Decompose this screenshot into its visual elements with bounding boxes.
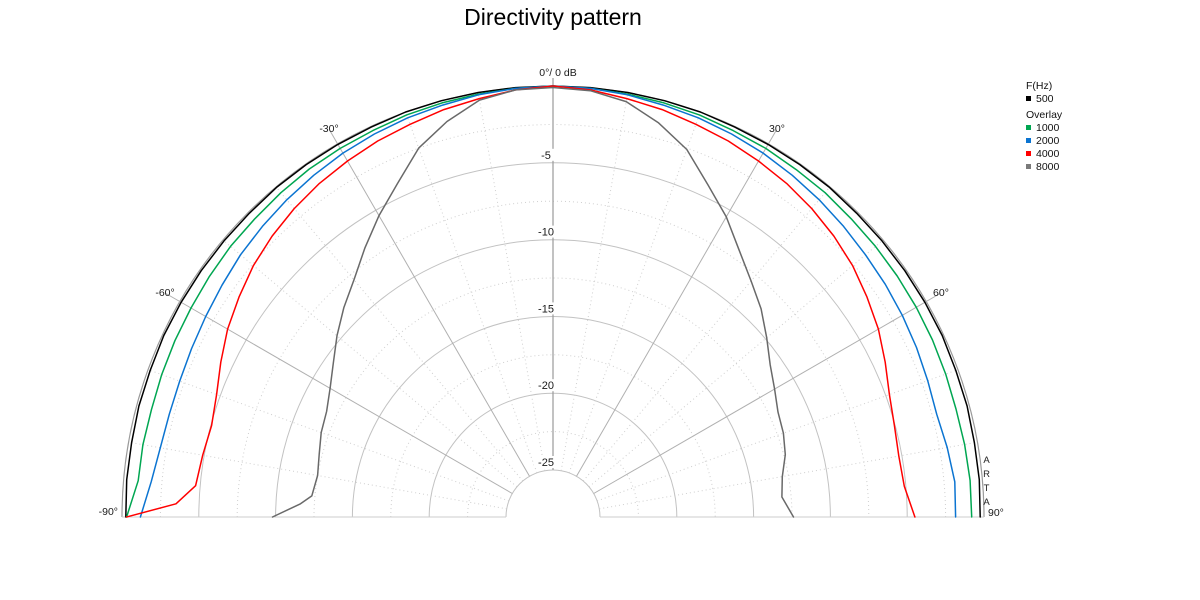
grid-radial-dotted [596,369,959,502]
grid-circle-dotted [467,431,639,518]
legend-label-4000: 4000 [1036,148,1060,160]
legend-group-title: F(Hz) [1026,80,1053,92]
db-tick-label: -25 [538,457,554,469]
grid-radial-solid [576,129,777,477]
db-label-bg [534,302,558,315]
right-corner-label: 90° [988,507,1004,519]
series-curve-4000 [125,85,916,518]
grid-radial-dotted [477,92,546,471]
grid-radial-dotted [222,239,518,488]
legend-swatch-2000-icon [1026,137,1031,143]
db-tick-label: -10 [538,227,554,239]
db-tick-label: -20 [538,380,554,392]
db-tick-label: -5 [541,150,551,162]
grid-circle-dotted [236,200,870,518]
angle-label: -60° [155,287,174,299]
angle-label: 30° [769,123,785,135]
legend-swatch-4000-icon [1026,150,1031,156]
grid-radial-dotted [599,441,978,510]
chart-title: Directivity pattern [464,4,642,30]
db-label-bg [537,148,555,161]
grid-circle-dotted [313,277,793,518]
db-tick-label: -15 [538,303,554,315]
left-corner-label: -90° [99,506,118,518]
grid-radial-solid [593,293,941,494]
legend-item-8000: 8000 [1026,161,1062,174]
legend: F(Hz) 500 Overlay 1000 2000 4000 8000 [1026,80,1062,174]
legend-item-4000: 4000 [1026,148,1062,161]
grid-radial-solid [165,293,513,494]
db-label-bg [534,379,558,392]
legend-label-8000: 8000 [1036,161,1060,173]
legend-item-2000: 2000 [1026,135,1062,148]
legend-swatch-1000-icon [1026,124,1031,130]
grid-radial-dotted [405,111,538,474]
legend-overlay-title: Overlay [1026,109,1063,121]
angle-label: 60° [933,287,949,299]
grid-radial-solid [329,129,530,477]
grid-radial-dotted [275,186,524,482]
grid-radial-dotted [582,186,831,482]
grid-radial-dotted [568,111,701,474]
legend-item-1000: 1000 [1026,122,1062,135]
angle-label: -30° [319,123,338,135]
arta-watermark: ARTA [981,455,992,511]
center-hole [507,471,599,563]
db-label-bg [534,225,558,238]
legend-swatch-500-icon [1026,95,1031,101]
legend-item-500: 500 [1026,93,1062,106]
legend-label-1000: 1000 [1036,122,1060,134]
grid-radial-dotted [588,239,884,488]
top-axis-label: 0°/ 0 dB [539,67,576,79]
series-curve-8000 [271,86,795,518]
legend-label-500: 500 [1036,93,1054,105]
db-label-bg [534,456,558,468]
grid-radial-dotted [560,92,629,471]
legend-label-2000: 2000 [1036,135,1060,147]
legend-swatch-8000-icon [1026,163,1031,169]
grid-radial-dotted [147,369,510,502]
